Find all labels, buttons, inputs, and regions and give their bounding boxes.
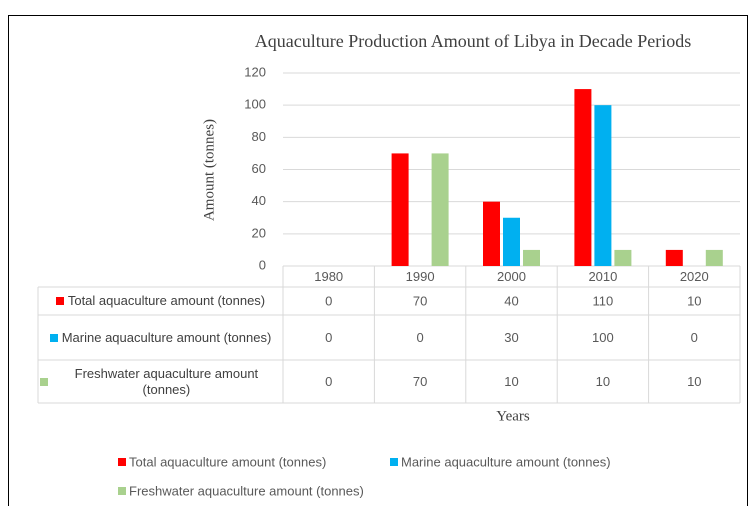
- table-row-label: Freshwater aquaculture amount (tonnes): [40, 360, 281, 403]
- table-value: 0: [325, 374, 332, 389]
- legend-label: Freshwater aquaculture amount (tonnes): [129, 483, 364, 498]
- legend-label: Total aquaculture amount (tonnes): [129, 454, 326, 469]
- legend-swatch: [390, 458, 398, 466]
- y-tick-label: 40: [252, 193, 266, 208]
- x-tick-label: 1990: [406, 269, 435, 284]
- table-value: 0: [325, 330, 332, 345]
- bar: [594, 105, 612, 267]
- x-tick-label: 2000: [497, 269, 526, 284]
- y-tick-label: 60: [252, 161, 266, 176]
- chart-title: Aquaculture Production Amount of Libya i…: [255, 31, 691, 51]
- table-value: 40: [504, 293, 518, 308]
- y-axis-title: Amount (tonnes): [201, 119, 217, 221]
- bar: [431, 153, 449, 266]
- chart-border: [8, 15, 748, 506]
- bar: [574, 89, 592, 266]
- table-row-label-text: Marine aquaculture amount (tonnes): [40, 315, 281, 360]
- y-tick-label: 100: [244, 97, 266, 112]
- legend-key: [55, 297, 64, 305]
- table-value: 0: [416, 330, 423, 345]
- table-value: 30: [504, 330, 518, 345]
- bar: [614, 249, 632, 266]
- bar: [483, 201, 500, 266]
- bar: [523, 249, 540, 266]
- bar: [705, 249, 723, 266]
- table-value: 0: [691, 330, 698, 345]
- legend-swatch: [118, 487, 126, 495]
- x-tick-label: 2020: [680, 269, 709, 284]
- table-value: 70: [413, 374, 427, 389]
- table-value: 10: [504, 374, 518, 389]
- legend-key: [49, 333, 58, 342]
- row-name: Total aquaculture amount (tonnes): [67, 293, 266, 308]
- legend-key: [40, 377, 48, 386]
- bar: [503, 217, 520, 266]
- table-row-label-text: Total aquaculture amount (tonnes): [40, 287, 281, 315]
- x-tick-label: 2010: [588, 269, 617, 284]
- bar: [665, 249, 683, 266]
- table-value: 0: [325, 293, 332, 308]
- legend-label: Marine aquaculture amount (tonnes): [401, 454, 611, 469]
- legend-swatch: [118, 458, 126, 466]
- x-axis-title: Years: [496, 408, 530, 424]
- y-tick-label: 0: [259, 257, 266, 272]
- x-tick-label: 1980: [314, 269, 343, 284]
- y-tick-label: 20: [252, 225, 266, 240]
- bar: [391, 153, 409, 266]
- table-value: 10: [687, 293, 701, 308]
- y-tick-label: 80: [252, 129, 266, 144]
- table-row-label: Marine aquaculture amount (tonnes): [40, 315, 281, 360]
- table-value: 100: [592, 330, 614, 345]
- table-row-label: Total aquaculture amount (tonnes): [40, 287, 281, 315]
- table-value: 10: [596, 374, 610, 389]
- row-name: Marine aquaculture amount (tonnes): [61, 329, 272, 345]
- table-value: 70: [413, 293, 427, 308]
- table-value: 110: [593, 293, 614, 308]
- row-name: Freshwater aquaculture amount (tonnes): [74, 365, 259, 397]
- table-row-label-text: Freshwater aquaculture amount (tonnes): [40, 360, 281, 403]
- y-tick-label: 120: [244, 64, 266, 79]
- table-value: 10: [687, 374, 701, 389]
